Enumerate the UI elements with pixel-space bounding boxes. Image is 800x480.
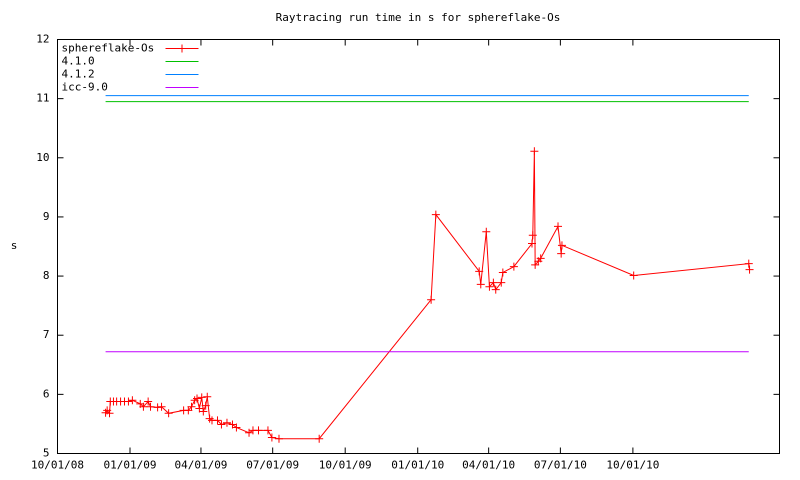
point-marker [274, 434, 283, 443]
point-marker [536, 254, 545, 263]
point-marker [217, 420, 226, 429]
point-marker [528, 231, 537, 240]
y-tick-label: 10 [36, 151, 49, 164]
y-tick-label: 6 [43, 387, 50, 400]
point-marker [197, 393, 206, 402]
legend-label: 4.1.2 [62, 68, 95, 81]
point-marker [263, 426, 272, 435]
point-marker [476, 280, 485, 289]
legend-marker [178, 44, 186, 53]
point-marker [105, 409, 114, 418]
x-tick-label: 07/01/09 [246, 459, 299, 472]
point-marker [213, 416, 222, 425]
x-tick-label: 10/01/09 [319, 459, 372, 472]
point-marker [222, 418, 231, 427]
point-marker [201, 401, 210, 410]
x-tick-label: 10/01/08 [31, 459, 84, 472]
point-marker [557, 241, 566, 250]
point-marker [144, 397, 153, 406]
point-marker [745, 265, 754, 274]
point-marker [557, 249, 566, 258]
point-marker [509, 262, 518, 271]
legend-label: 4.1.0 [62, 55, 95, 68]
point-marker [629, 271, 638, 280]
point-marker [254, 426, 263, 435]
point-marker [482, 227, 491, 236]
point-marker [497, 278, 506, 287]
point-marker [528, 239, 537, 248]
legend-label: icc-9.0 [62, 81, 108, 94]
point-marker [475, 267, 484, 276]
x-tick-label: 01/01/10 [391, 459, 444, 472]
y-tick-label: 9 [43, 210, 50, 223]
point-marker [554, 222, 563, 231]
x-tick-label: 04/01/09 [174, 459, 227, 472]
point-marker [232, 423, 241, 432]
point-marker [498, 268, 507, 277]
x-tick-label: 10/01/10 [606, 459, 659, 472]
x-tick-label: 01/01/09 [104, 459, 157, 472]
y-tick-label: 7 [43, 328, 50, 341]
x-tick-label: 04/01/10 [462, 459, 515, 472]
point-marker [427, 295, 436, 304]
y-tick-label: 11 [36, 92, 49, 105]
point-marker [164, 409, 173, 418]
point-marker [203, 392, 212, 401]
point-marker [128, 396, 137, 405]
x-tick-label: 07/01/10 [534, 459, 587, 472]
point-marker [530, 147, 539, 156]
chart-title: Raytracing run time in s for sphereflake… [276, 11, 561, 24]
y-tick-label: 8 [43, 269, 50, 282]
point-marker [199, 407, 208, 416]
plot-frame [57, 39, 780, 454]
point-marker [146, 402, 155, 411]
series-line [105, 151, 751, 440]
point-marker [489, 278, 498, 287]
y-tick-label: 12 [36, 33, 49, 46]
point-marker [267, 433, 276, 442]
point-marker [193, 394, 202, 403]
point-marker [153, 403, 162, 412]
point-marker [315, 434, 324, 443]
point-marker [157, 402, 166, 411]
y-axis-label: s [11, 239, 18, 252]
point-marker [187, 402, 196, 411]
point-marker [431, 210, 440, 219]
point-marker [491, 285, 500, 294]
legend-label: sphereflake-Os [62, 42, 155, 55]
point-marker [139, 402, 148, 411]
point-marker [485, 282, 494, 291]
point-marker [744, 259, 753, 268]
point-marker [124, 397, 133, 406]
y-tick-label: 5 [43, 447, 50, 460]
